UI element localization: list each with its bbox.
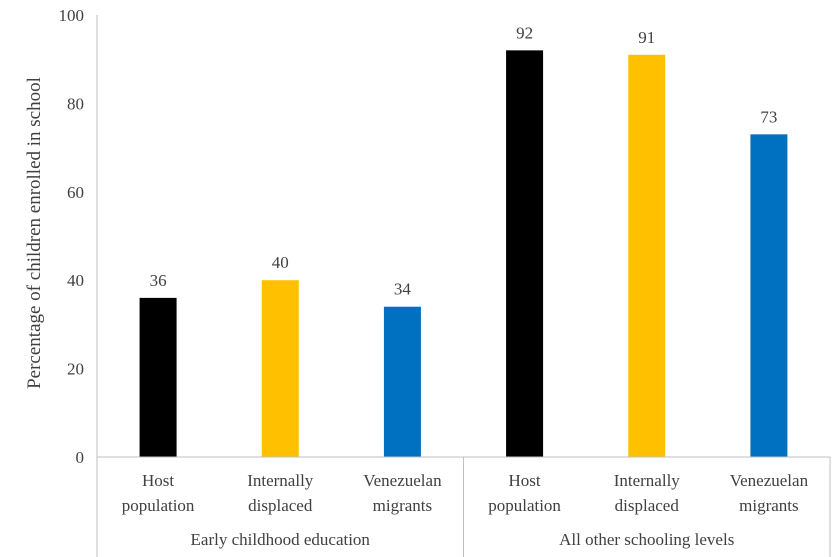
bar-2-2 xyxy=(628,54,666,457)
y-axis: 0 20 40 60 80 100 xyxy=(59,6,98,467)
category-label: population xyxy=(488,496,561,515)
category-label: Venezuelan xyxy=(363,471,442,490)
data-label: 40 xyxy=(272,253,289,272)
category-label: Internally xyxy=(614,471,681,490)
y-tick-label: 40 xyxy=(67,271,84,290)
bar-2-3 xyxy=(750,134,788,457)
data-label: 91 xyxy=(638,28,655,47)
bar-2-1 xyxy=(506,50,544,458)
data-label: 73 xyxy=(760,107,777,126)
plot-area: 36 40 34 92 91 73 xyxy=(139,23,788,458)
y-tick-label: 60 xyxy=(67,183,84,202)
category-label: displaced xyxy=(248,496,313,515)
group-label: All other schooling levels xyxy=(559,530,734,549)
category-label: Internally xyxy=(247,471,314,490)
y-tick-label: 80 xyxy=(67,94,84,113)
data-label: 34 xyxy=(394,280,412,299)
category-label: migrants xyxy=(373,496,433,515)
category-label: population xyxy=(122,496,195,515)
group-label: Early childhood education xyxy=(191,530,371,549)
y-axis-title: Percentage of children enrolled in schoo… xyxy=(24,77,45,389)
y-tick-label: 20 xyxy=(67,360,84,379)
y-tick-label: 100 xyxy=(59,6,85,25)
category-label: migrants xyxy=(739,496,799,515)
bar-1-2 xyxy=(261,280,299,457)
x-axis: Host population Internally displaced Venezue… xyxy=(96,456,831,557)
y-tick-label: 0 xyxy=(76,448,85,467)
category-label: Host xyxy=(142,471,174,490)
bar-1-1 xyxy=(139,297,177,457)
category-label: displaced xyxy=(615,496,680,515)
data-label: 92 xyxy=(516,23,533,42)
category-label: Host xyxy=(509,471,541,490)
bar-1-3 xyxy=(383,306,421,457)
data-label: 36 xyxy=(150,271,167,290)
category-label: Venezuelan xyxy=(730,471,809,490)
